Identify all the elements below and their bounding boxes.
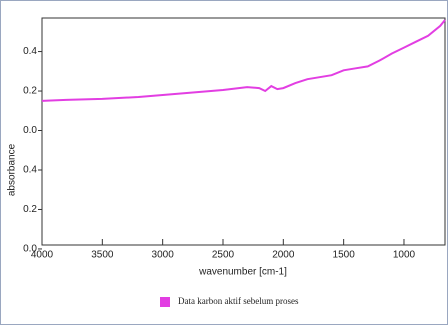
x-axis-label: wavenumber [cm-1] [198,267,287,278]
y-tick-label: 0.0 [23,244,37,255]
x-tick-label: 4000 [31,250,54,261]
y-tick-label: 0.2 [23,86,37,97]
line [41,19,446,102]
y-axis-label: absorbance [7,143,18,196]
legend-swatch [160,297,170,307]
y-tick-label: 0.2 [23,204,37,215]
x-tick-label: 3000 [152,250,175,261]
x-tick-label: 1000 [393,250,416,261]
x-tick-label: 2500 [212,250,235,261]
x-tick-label: 1500 [333,250,356,261]
y-tick-label: 0.4 [23,46,37,57]
y-tick-label: 0.0 [23,125,37,136]
legend-text: Data karbon aktif sebelum proses [178,296,299,306]
y-tick-label: 0.4 [23,165,37,176]
plot-area [41,17,446,246]
x-tick-label: 3500 [91,250,114,261]
x-tick-label: 2000 [272,250,295,261]
